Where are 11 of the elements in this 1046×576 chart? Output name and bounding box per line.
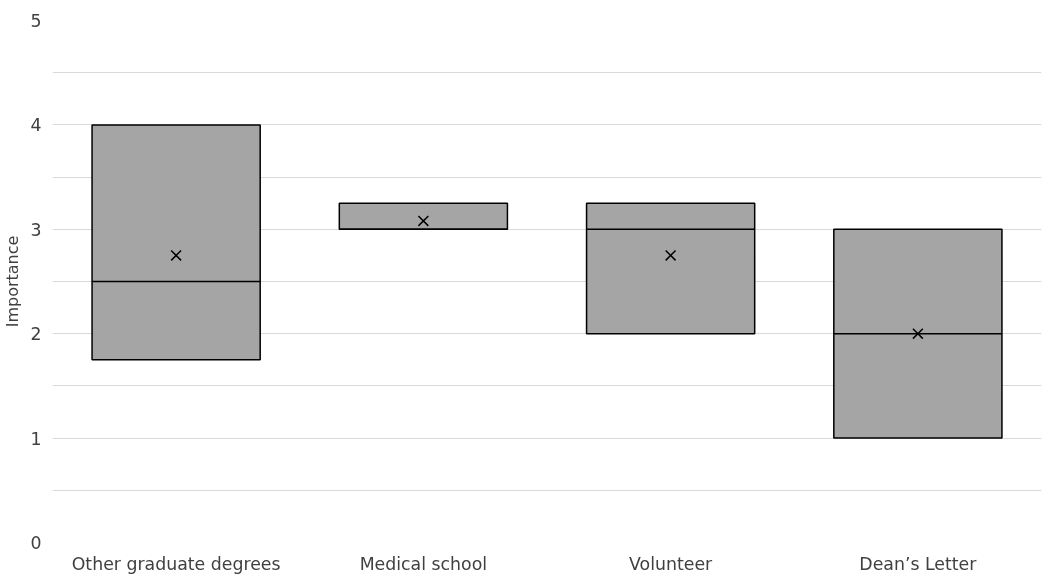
x-tick-label: Other graduate degrees xyxy=(71,553,281,574)
y-axis-title: Importance xyxy=(3,235,23,328)
y-tick-label: 0 xyxy=(30,533,42,553)
y-tick-label: 3 xyxy=(30,219,42,240)
y-tick-label: 5 xyxy=(30,11,42,31)
y-tick-label: 4 xyxy=(30,115,42,136)
x-tick-label: Medical school xyxy=(359,553,488,574)
y-tick-label: 2 xyxy=(30,324,42,345)
x-tick-label: Volunteer xyxy=(629,553,714,574)
y-tick-label: 1 xyxy=(30,428,42,449)
x-tick-label: Dean’s Letter xyxy=(859,553,978,574)
